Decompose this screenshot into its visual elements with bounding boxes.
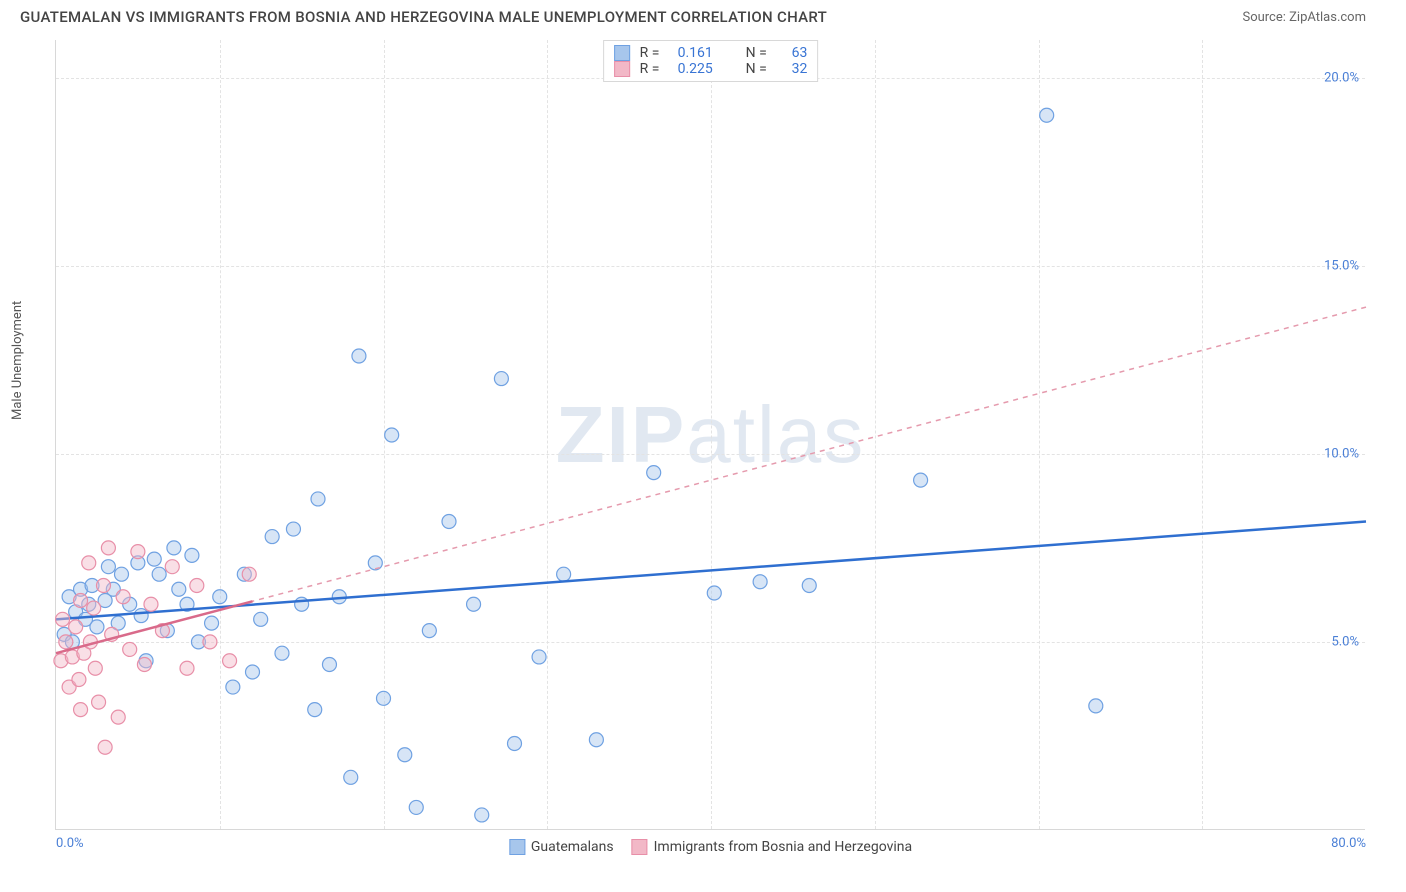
data-point-guatemalans: [147, 552, 161, 566]
x-tick-label: 0.0%: [56, 836, 84, 851]
data-point-guatemalans: [254, 612, 268, 626]
data-point-guatemalans: [172, 582, 186, 596]
data-point-bosnia: [72, 673, 86, 687]
data-point-guatemalans: [152, 567, 166, 581]
data-point-bosnia: [116, 590, 130, 604]
data-point-guatemalans: [647, 466, 661, 480]
data-point-guatemalans: [1040, 108, 1054, 122]
y-tick-label: 10.0%: [1324, 446, 1359, 461]
data-point-bosnia: [74, 703, 88, 717]
data-point-bosnia: [96, 578, 110, 592]
y-tick-label: 5.0%: [1331, 634, 1359, 649]
legend-row-bosnia: R = 0.225 N = 32: [614, 61, 808, 77]
data-point-guatemalans: [914, 473, 928, 487]
data-point-guatemalans: [385, 428, 399, 442]
data-point-bosnia: [144, 597, 158, 611]
swatch-bosnia-icon: [632, 839, 648, 855]
swatch-guatemalans-icon: [614, 45, 630, 61]
data-point-guatemalans: [377, 691, 391, 705]
data-point-guatemalans: [275, 646, 289, 660]
data-point-guatemalans: [802, 578, 816, 592]
r-value-guatemalans: 0.161: [678, 45, 736, 61]
data-point-bosnia: [98, 740, 112, 754]
scatter-svg: [56, 40, 1365, 829]
data-point-guatemalans: [90, 620, 104, 634]
y-tick-label: 15.0%: [1324, 258, 1359, 273]
data-point-guatemalans: [185, 548, 199, 562]
data-point-guatemalans: [205, 616, 219, 630]
r-value-bosnia: 0.225: [678, 61, 736, 77]
data-point-guatemalans: [1089, 699, 1103, 713]
data-point-guatemalans: [265, 530, 279, 544]
data-point-guatemalans: [115, 567, 129, 581]
source-label: Source: ZipAtlas.com: [1242, 10, 1366, 25]
data-point-guatemalans: [368, 556, 382, 570]
data-point-bosnia: [56, 612, 70, 626]
data-point-guatemalans: [134, 609, 148, 623]
data-point-bosnia: [131, 545, 145, 559]
data-point-guatemalans: [442, 515, 456, 529]
data-point-bosnia: [180, 661, 194, 675]
data-point-bosnia: [101, 541, 115, 555]
data-point-bosnia: [59, 635, 73, 649]
data-point-bosnia: [203, 635, 217, 649]
data-point-guatemalans: [167, 541, 181, 555]
legend-row-guatemalans: R = 0.161 N = 63: [614, 45, 808, 61]
data-point-guatemalans: [344, 770, 358, 784]
data-point-bosnia: [242, 567, 256, 581]
swatch-bosnia-icon: [614, 61, 630, 77]
data-point-guatemalans: [226, 680, 240, 694]
n-label: N =: [746, 61, 782, 77]
n-value-bosnia: 32: [792, 61, 808, 77]
data-point-guatemalans: [398, 748, 412, 762]
data-point-guatemalans: [213, 590, 227, 604]
r-label: R =: [640, 61, 668, 77]
swatch-guatemalans-icon: [509, 839, 525, 855]
n-value-guatemalans: 63: [792, 45, 808, 61]
data-point-guatemalans: [422, 624, 436, 638]
data-point-guatemalans: [352, 349, 366, 363]
data-point-guatemalans: [753, 575, 767, 589]
data-point-guatemalans: [508, 736, 522, 750]
data-point-guatemalans: [311, 492, 325, 506]
chart-title: GUATEMALAN VS IMMIGRANTS FROM BOSNIA AND…: [20, 8, 827, 26]
n-label: N =: [746, 45, 782, 61]
data-point-bosnia: [190, 578, 204, 592]
data-point-guatemalans: [286, 522, 300, 536]
correlation-legend: R = 0.161 N = 63 R = 0.225 N = 32: [603, 40, 819, 82]
data-point-guatemalans: [409, 800, 423, 814]
data-point-guatemalans: [101, 560, 115, 574]
data-point-bosnia: [88, 661, 102, 675]
data-point-bosnia: [69, 620, 83, 634]
data-point-guatemalans: [589, 733, 603, 747]
data-point-bosnia: [223, 654, 237, 668]
data-point-guatemalans: [475, 808, 489, 822]
data-point-guatemalans: [557, 567, 571, 581]
y-tick-label: 20.0%: [1324, 70, 1359, 85]
data-point-guatemalans: [532, 650, 546, 664]
data-point-bosnia: [92, 695, 106, 709]
series-legend: Guatemalans Immigrants from Bosnia and H…: [509, 839, 912, 855]
chart-plot-area: ZIPatlas R = 0.161 N = 63 R = 0.225 N = …: [55, 40, 1365, 830]
data-point-bosnia: [165, 560, 179, 574]
data-point-bosnia: [74, 594, 88, 608]
data-point-bosnia: [87, 601, 101, 615]
data-point-guatemalans: [707, 586, 721, 600]
data-point-bosnia: [111, 710, 125, 724]
data-point-guatemalans: [322, 657, 336, 671]
legend-item-bosnia: Immigrants from Bosnia and Herzegovina: [632, 839, 913, 855]
data-point-guatemalans: [494, 372, 508, 386]
y-axis-label: Male Unemployment: [10, 301, 25, 420]
legend-item-guatemalans: Guatemalans: [509, 839, 614, 855]
data-point-guatemalans: [467, 597, 481, 611]
data-point-bosnia: [137, 657, 151, 671]
data-point-bosnia: [123, 642, 137, 656]
legend-label-bosnia: Immigrants from Bosnia and Herzegovina: [654, 839, 913, 855]
data-point-guatemalans: [246, 665, 260, 679]
legend-label-guatemalans: Guatemalans: [531, 839, 614, 855]
data-point-guatemalans: [308, 703, 322, 717]
x-tick-label: 80.0%: [1331, 836, 1366, 851]
r-label: R =: [640, 45, 668, 61]
data-point-bosnia: [82, 556, 96, 570]
